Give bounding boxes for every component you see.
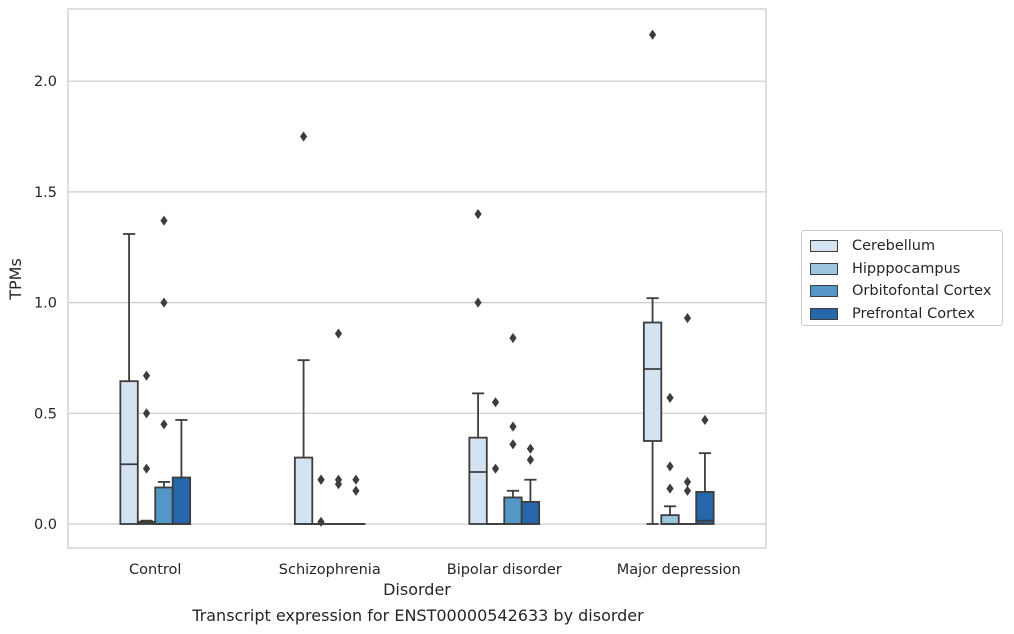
outlier-point — [474, 297, 482, 308]
box-cerebellum-0 — [119, 233, 139, 525]
outlier-point — [491, 463, 500, 474]
outlier-point — [160, 215, 168, 226]
outlier-point — [526, 454, 535, 465]
box-body — [660, 514, 680, 525]
outlier-point — [142, 463, 151, 474]
box-body — [468, 436, 488, 525]
legend-swatch — [810, 307, 838, 320]
box-body — [520, 500, 541, 525]
box-body — [503, 496, 523, 525]
outlier-point — [666, 461, 674, 472]
box-cerebellum-3 — [642, 29, 663, 525]
y-tick-labels: 0.0 0.5 1.0 1.5 2.0 — [34, 74, 57, 533]
box-orbitofontal-cortex-3 — [677, 313, 698, 525]
box-hipppocampus-3 — [660, 392, 680, 525]
box-prefrontal-cortex-2 — [520, 443, 541, 525]
y-tick-label: 1.0 — [34, 296, 57, 312]
outlier-point — [666, 392, 674, 403]
outlier-point — [160, 419, 168, 430]
y-axis-label: TPMs — [6, 258, 25, 301]
box-prefrontal-cortex-1 — [346, 474, 366, 525]
x-tick-labels: Control Schizophrenia Bipolar disorder Majo… — [129, 562, 741, 578]
box-body — [695, 490, 715, 525]
legend-swatch — [810, 285, 838, 298]
legend: Cerebellum Hipppocampus Orbitofontal Corte… — [801, 230, 1003, 326]
legend-item: Orbitofontal Cortex — [810, 280, 1002, 303]
outlier-point — [491, 397, 500, 408]
box-body — [154, 486, 174, 525]
outlier-point — [317, 516, 325, 527]
outlier-point — [334, 328, 343, 339]
box-cerebellum-2 — [468, 209, 488, 525]
legend-item: Cerebellum — [810, 235, 1002, 258]
box-body — [642, 321, 663, 442]
legend-label: Prefrontal Cortex — [852, 305, 975, 322]
y-tick-label: 2.0 — [34, 74, 57, 90]
box-prefrontal-cortex-3 — [695, 414, 715, 525]
outlier-point — [142, 408, 151, 419]
box-body — [293, 456, 314, 525]
box-hipppocampus-0 — [136, 370, 157, 525]
legend-swatch — [810, 262, 838, 275]
box-body — [171, 476, 192, 525]
outlier-point — [648, 29, 657, 40]
outlier-point — [683, 476, 692, 487]
outlier-point — [299, 131, 308, 142]
outlier-point — [474, 209, 482, 220]
outlier-point — [683, 485, 692, 496]
outlier-point — [334, 474, 343, 485]
x-tick-label: Bipolar disorder — [447, 562, 562, 578]
x-tick-label: Major depression — [617, 562, 741, 578]
legend-label: Hipppocampus — [852, 260, 961, 277]
chart-caption: Transcript expression for ENST0000054263… — [192, 606, 644, 625]
outlier-point — [142, 370, 151, 381]
box-orbitofontal-cortex-2 — [503, 332, 523, 525]
legend-label: Orbitofontal Cortex — [852, 283, 992, 300]
legend-label: Cerebellum — [852, 238, 936, 255]
legend-item: Hipppocampus — [810, 258, 1002, 281]
plot-background — [68, 9, 766, 548]
box-hipppocampus-1 — [311, 474, 331, 527]
outlier-point — [526, 443, 535, 454]
outlier-point — [701, 414, 709, 425]
outlier-point — [352, 474, 360, 485]
y-tick-label: 1.5 — [34, 185, 57, 201]
outlier-point — [683, 313, 692, 324]
box-series — [119, 29, 715, 527]
outlier-point — [509, 439, 517, 450]
legend-item: Prefrontal Cortex — [810, 303, 1002, 326]
y-tick-label: 0.0 — [34, 517, 57, 533]
legend-swatch — [810, 240, 838, 253]
box-body — [119, 380, 139, 525]
box-prefrontal-cortex-0 — [171, 419, 192, 525]
outlier-point — [666, 483, 674, 494]
y-tick-label: 0.5 — [34, 406, 57, 422]
outlier-point — [352, 485, 360, 496]
outlier-point — [160, 297, 168, 308]
x-tick-label: Control — [129, 562, 181, 578]
outlier-point — [317, 474, 325, 485]
x-axis-label: Disorder — [383, 580, 451, 599]
outlier-point — [509, 421, 517, 432]
box-cerebellum-1 — [293, 131, 314, 525]
x-tick-label: Schizophrenia — [279, 562, 381, 578]
box-orbitofontal-cortex-0 — [154, 215, 174, 525]
plot-frame — [67, 8, 767, 549]
outlier-point — [509, 332, 517, 344]
